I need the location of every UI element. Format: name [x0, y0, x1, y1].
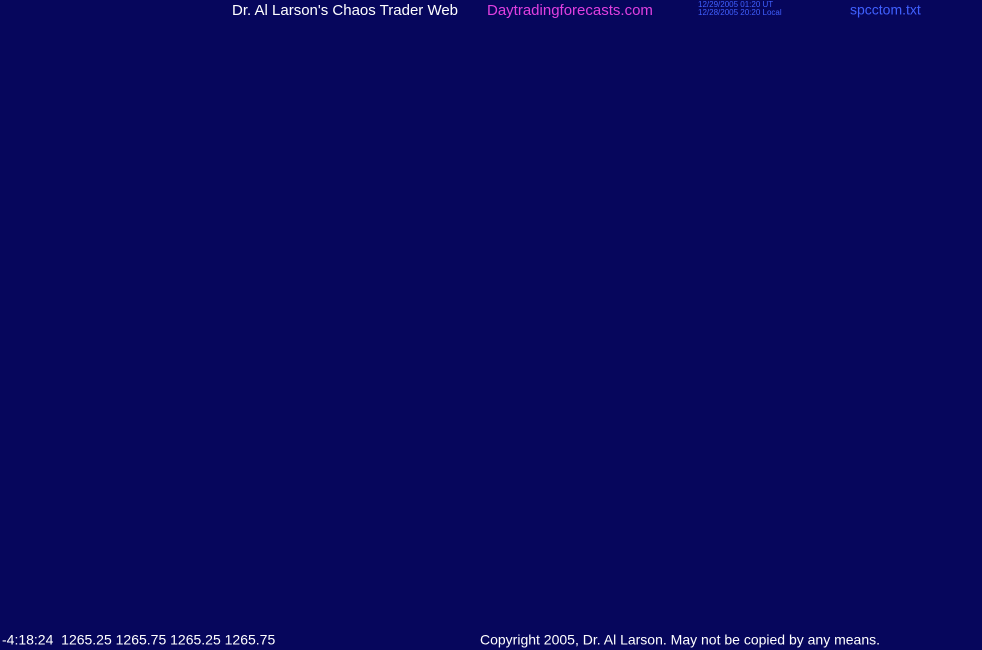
site-name: Daytradingforecasts.com — [487, 2, 653, 19]
chart-title: Dr. Al Larson's Chaos Trader Web — [232, 2, 458, 19]
timestamp: 12/29/2005 01:20 UT — [698, 0, 773, 9]
status-line: -4:18:24 1265.25 1265.75 1265.25 1265.75 — [2, 632, 275, 648]
copyright: Copyright 2005, Dr. Al Larson. May not b… — [480, 632, 880, 648]
timestamp: 12/28/2005 20:20 Local — [698, 8, 782, 17]
file-name: spcctom.txt — [850, 2, 921, 18]
